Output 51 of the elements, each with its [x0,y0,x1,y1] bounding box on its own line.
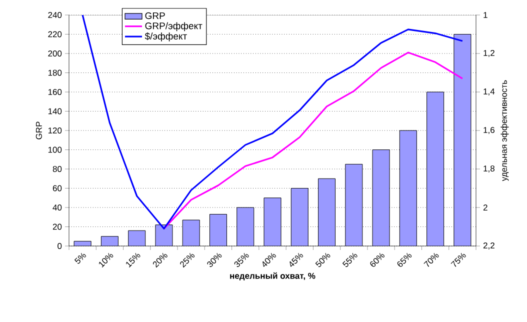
y-tick-label: 20 [52,224,62,230]
x-tick-label: 65% [397,252,412,267]
x-tick-label: 35% [234,252,249,268]
x-tick-label: 55% [342,252,358,268]
x-tick-label: 5% [74,252,86,264]
bar [236,208,254,246]
bar [128,230,146,246]
legend-label: $/эффект [144,32,187,42]
line-series [163,52,464,230]
bar [210,214,227,246]
x-tick-label: 40% [262,252,276,267]
y-tick-label: 240 [48,12,62,18]
y-tick-label: 100 [48,146,62,153]
y2-tick-label: 1,2 [484,50,494,58]
y2-tick-label: 2 [483,204,488,210]
x-tick-label: 70% [424,252,439,267]
x-tick-label: 50% [315,252,330,268]
x-axis-title: недельный охват, % [230,272,316,280]
legend-label: GRP/эффект [145,22,202,32]
y2-axis-title: удельная эффективность [500,80,509,182]
y2-tick-label: 1 [484,12,488,18]
y2-tick-label: 1,4 [484,88,495,96]
bar [291,188,308,246]
y-tick-label: 160 [48,88,62,96]
bar [101,236,118,246]
y-tick-label: 200 [48,50,62,57]
y2-tick-label: 1,8 [484,165,494,173]
x-tick-label: 60% [370,252,384,267]
bar [318,178,336,246]
y-tick-label: 40 [52,204,62,211]
bar [454,34,472,246]
x-tick-label: 45% [290,252,304,267]
y-tick-label: 80 [52,166,62,172]
bar [345,164,362,246]
bar [400,130,417,246]
y-tick-label: 60 [52,185,62,192]
x-tick-label: 30% [207,252,222,268]
y-tick-label: 0 [58,242,62,250]
legend-label: GRP [145,12,165,20]
y-tick-label: 180 [48,70,62,76]
bar [426,92,444,246]
y-tick-label: 140 [48,108,62,114]
bar [372,150,390,246]
bar [182,220,200,246]
bar [264,198,281,246]
y-tick-label: 220 [48,31,62,38]
x-tick-label: 75% [450,252,466,267]
y2-tick-label: 1,6 [484,126,494,134]
y-tick-label: 120 [48,127,62,134]
y2-tick-label: 2,2 [483,242,494,250]
y-axis-title: GRP [36,122,42,140]
